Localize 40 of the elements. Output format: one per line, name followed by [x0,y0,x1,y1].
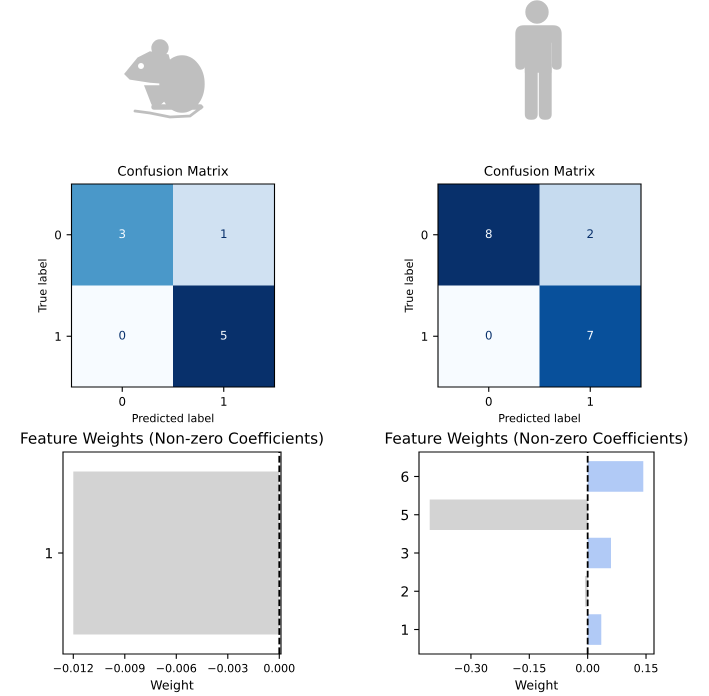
x-tick-label: 0 [486,396,492,406]
x-axis-title: Predicted label [132,414,214,422]
chart-title: Feature Weights (Non-zero Coefficients) [386,432,688,447]
x-axis-title: Weight [150,680,194,692]
y-axis-title: True label [404,260,414,313]
data-label: 3 [119,229,126,238]
bar [588,614,602,645]
data-label: 2 [587,229,593,238]
x-tick-label: −0.006 [156,664,196,672]
data-label: 0 [119,330,126,340]
chart-title: Feature Weights (Non-zero Coefficients) [21,432,323,447]
y-tick-label: 3 [402,548,408,558]
chart-title: Confusion Matrix [484,166,595,176]
x-tick-label: 0.000 [264,664,294,672]
y-tick-label: 6 [401,471,408,482]
x-tick-label: 1 [588,397,593,406]
data-label: 0 [486,330,492,340]
data-label: 1 [221,229,226,238]
x-tick-label: −0.012 [54,664,93,672]
y-tick-label: 5 [402,510,408,520]
x-tick-label: 0 [119,396,126,406]
x-tick-label: −0.009 [105,664,145,672]
x-tick-label: −0.30 [455,664,488,672]
bar [588,461,644,492]
x-tick-label: −0.15 [513,664,546,672]
x-axis-title: Weight [515,680,558,692]
data-label: 5 [220,330,226,340]
x-tick-label: 0.15 [634,664,658,672]
bar [588,538,612,568]
y-tick-label: 2 [401,586,408,597]
x-tick-label: 1 [221,397,226,406]
data-label: 7 [587,330,593,340]
bar [430,499,588,530]
y-tick-label: 1 [402,624,408,635]
y-axis-title: True label [38,260,47,313]
x-tick-label: 0.00 [576,664,600,672]
chart-title: Confusion Matrix [118,166,228,176]
x-axis-title: Predicted label [499,414,580,422]
data-label: 8 [486,229,492,238]
x-tick-label: −0.003 [208,664,248,672]
